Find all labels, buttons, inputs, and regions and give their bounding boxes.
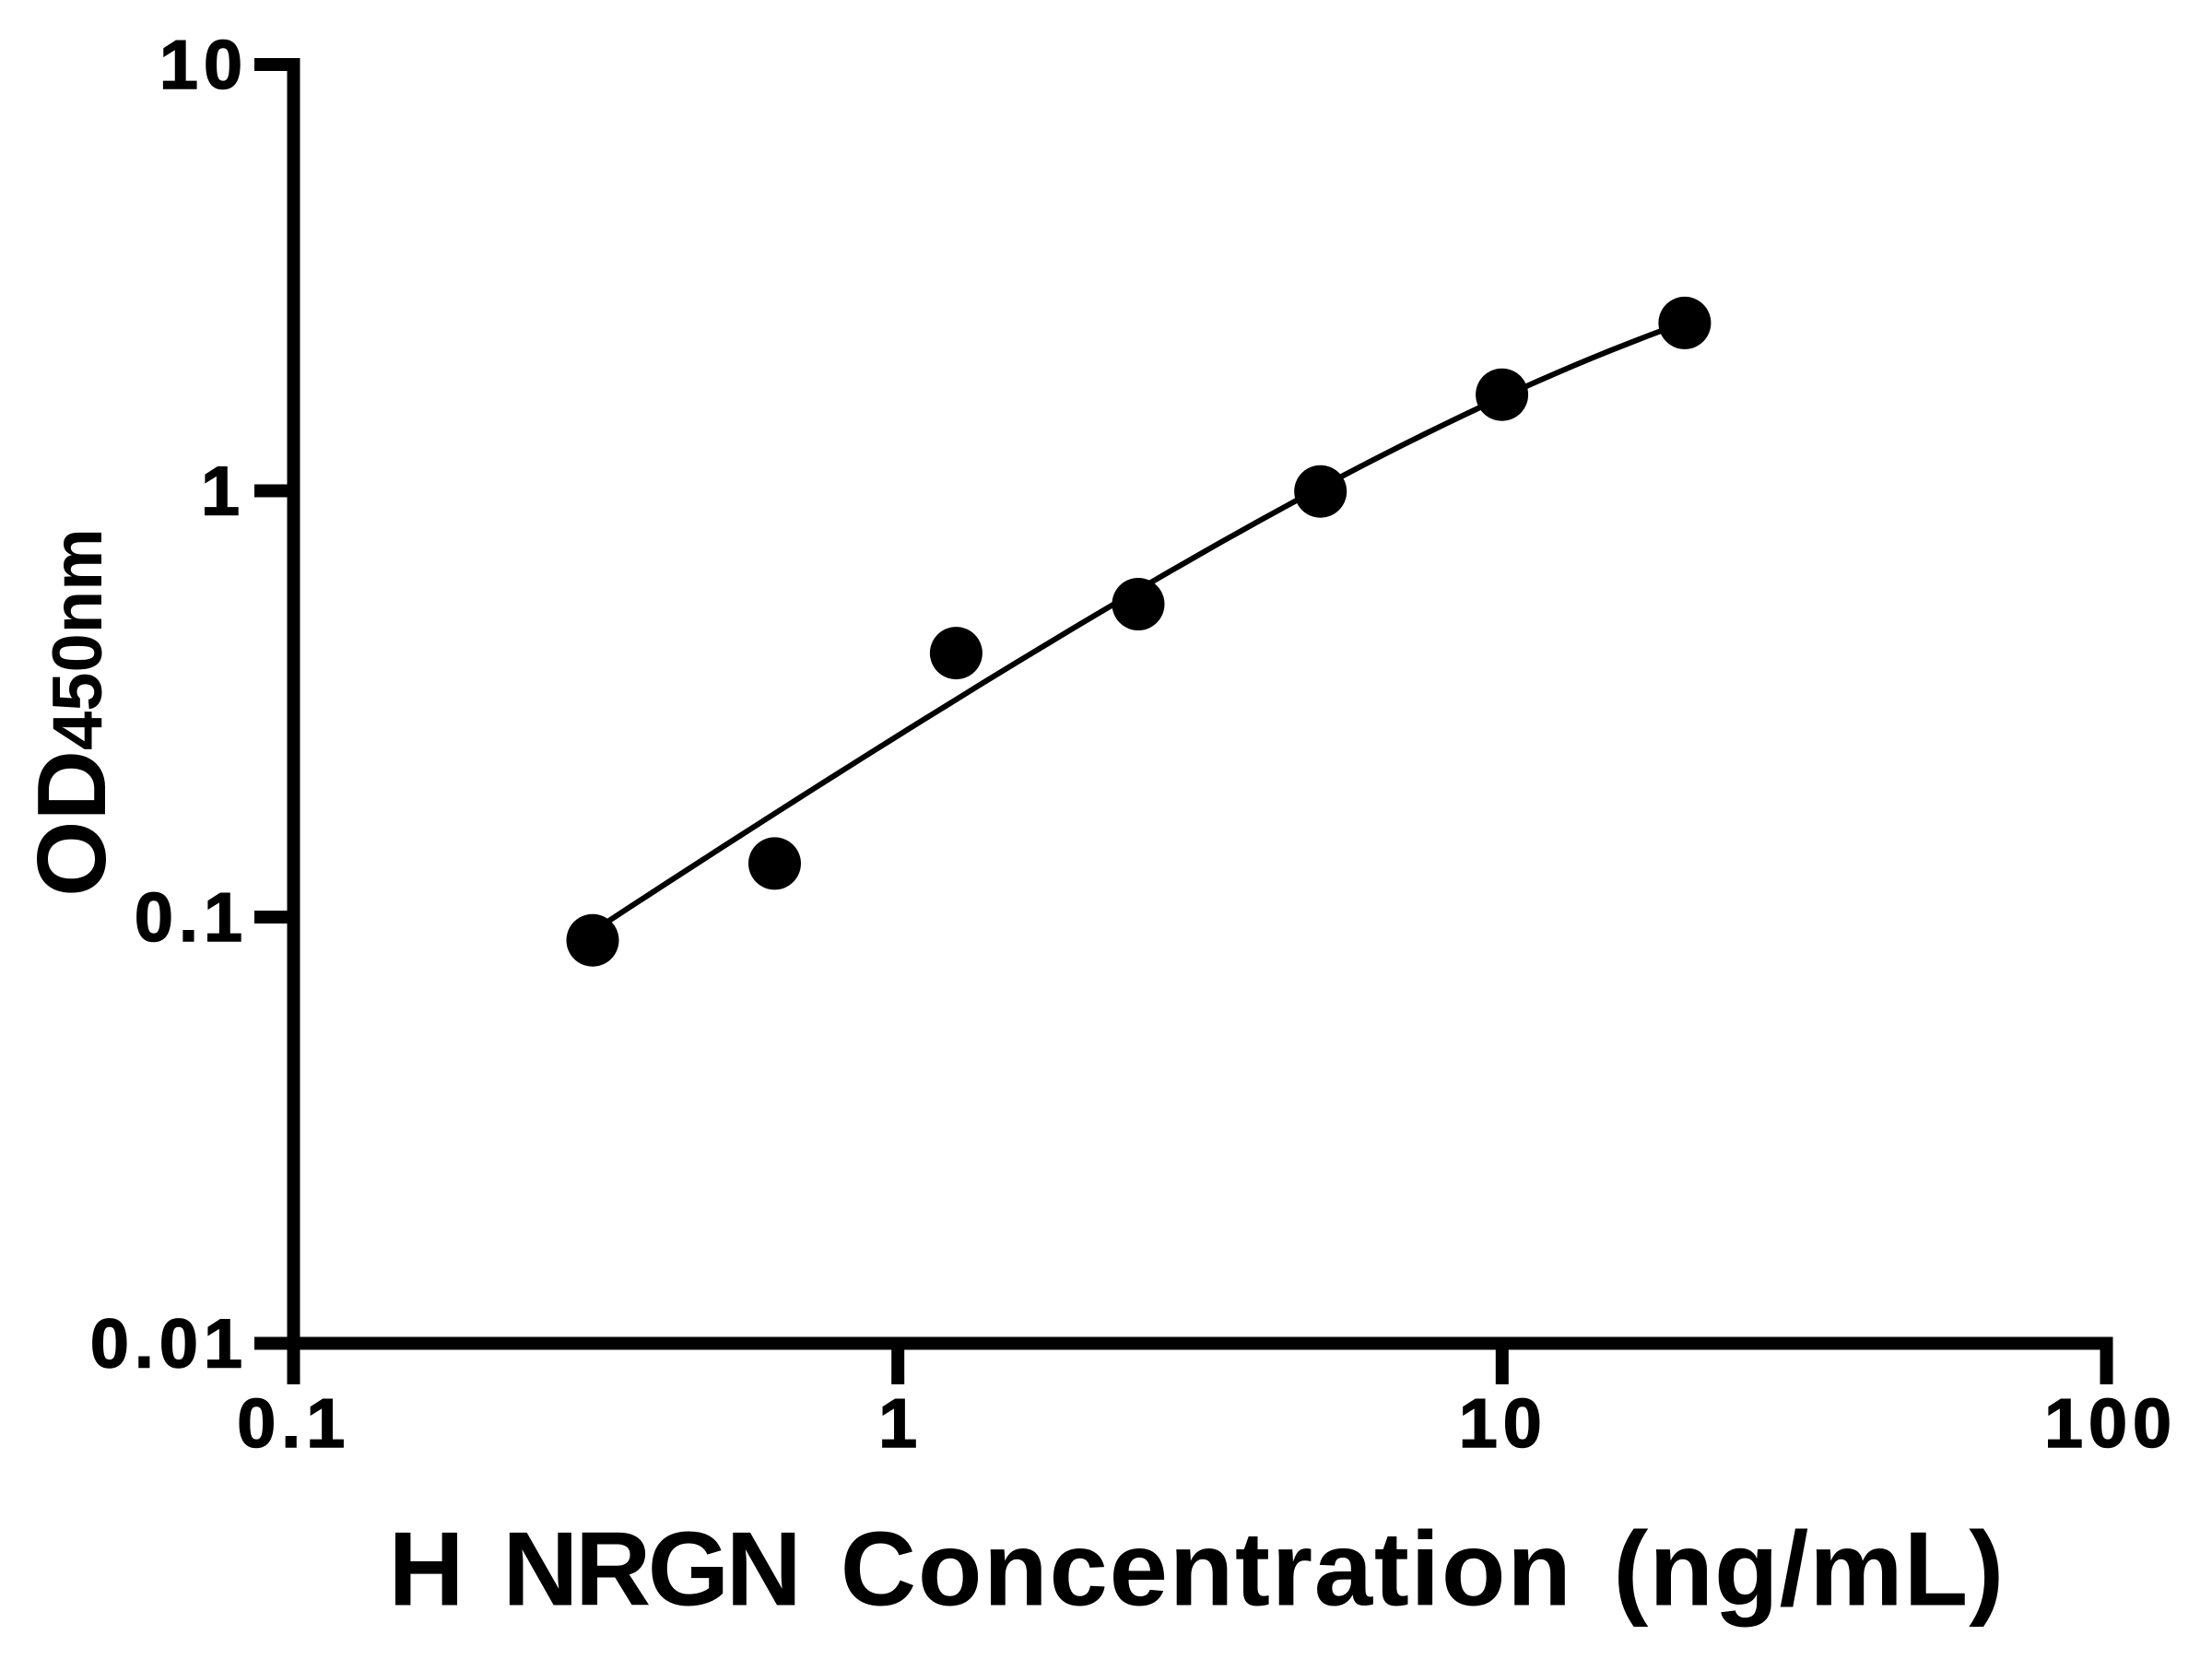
svg-text:0.1: 0.1	[237, 1385, 350, 1463]
svg-text:10: 10	[1459, 1385, 1547, 1463]
svg-text:Concentration: Concentration	[841, 1511, 1573, 1628]
svg-text:100: 100	[2044, 1385, 2177, 1463]
svg-text:NRGN: NRGN	[502, 1511, 798, 1628]
svg-text:1: 1	[878, 1385, 923, 1463]
svg-text:0.1: 0.1	[135, 879, 248, 957]
svg-text:(ng/mL): (ng/mL)	[1613, 1511, 2005, 1628]
svg-text:0.01: 0.01	[90, 1306, 248, 1383]
svg-text:H: H	[388, 1511, 464, 1628]
svg-text:1: 1	[201, 453, 245, 531]
svg-text:10: 10	[159, 27, 248, 104]
